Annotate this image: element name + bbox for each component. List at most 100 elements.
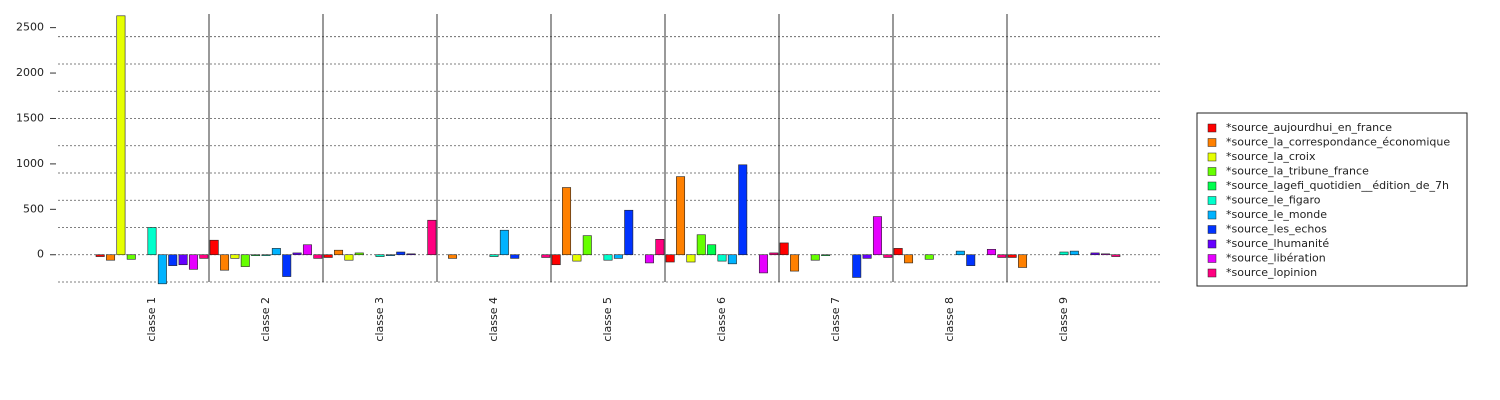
bar [168, 254, 178, 266]
bar [572, 254, 582, 262]
bar [427, 219, 437, 256]
bar [385, 254, 395, 256]
bar [499, 229, 509, 256]
bar [106, 254, 116, 261]
bar [727, 254, 737, 265]
x-tick-label: classe 6 [715, 297, 728, 342]
bar [738, 164, 748, 256]
bar [209, 239, 219, 256]
bar [95, 254, 105, 257]
bar [966, 254, 976, 266]
bar [271, 248, 281, 256]
bar [717, 254, 727, 262]
bar [126, 254, 136, 260]
legend-swatch [1207, 138, 1217, 147]
bar [188, 254, 198, 270]
bar [240, 254, 250, 267]
bar [997, 254, 1007, 258]
bar [686, 254, 696, 263]
bar [157, 254, 167, 285]
x-tick-label: classe 3 [373, 297, 386, 342]
bar [220, 254, 230, 271]
bar [1111, 254, 1121, 257]
bar [551, 254, 561, 266]
bar [354, 252, 364, 256]
bar [282, 254, 292, 277]
bar [821, 254, 831, 256]
bar [199, 254, 209, 259]
bar [230, 254, 240, 259]
bar [292, 252, 302, 256]
bar [613, 254, 623, 259]
bar [707, 244, 717, 256]
y-tick-label: 1500 [16, 111, 44, 124]
legend-swatch [1207, 123, 1217, 133]
legend-label: *source_lhumanité [1226, 237, 1329, 250]
bar [644, 254, 654, 264]
legend-label: *source_libération [1226, 252, 1326, 265]
legend-label: *source_la_correspondance_économique [1226, 136, 1450, 149]
legend-swatch [1207, 210, 1217, 220]
bar [872, 216, 882, 256]
bar [406, 253, 416, 256]
bar [862, 254, 872, 259]
bar [883, 254, 893, 258]
bar [582, 235, 592, 256]
bar [955, 250, 965, 256]
bar [1069, 250, 1079, 256]
bar [665, 254, 675, 263]
x-tick-label: classe 7 [829, 297, 842, 342]
legend-swatch [1207, 181, 1217, 191]
legend-label: *source_le_monde [1226, 208, 1327, 221]
legend-swatch [1207, 152, 1217, 162]
bar [624, 209, 634, 256]
bar [603, 254, 613, 261]
bar [178, 254, 188, 266]
bar [323, 254, 333, 258]
bar [676, 176, 686, 256]
y-tick-label: 2000 [16, 66, 44, 79]
bar [1100, 253, 1110, 256]
bar [334, 249, 344, 256]
legend-box [1196, 112, 1468, 287]
bar [313, 254, 323, 259]
bar [924, 254, 934, 260]
x-tick-label: classe 2 [259, 297, 272, 342]
bar [852, 254, 862, 278]
bar [655, 239, 665, 256]
bar [147, 227, 157, 256]
legend-swatch [1207, 196, 1217, 205]
bar [375, 254, 385, 257]
legend-label: *source_la_tribune_france [1226, 165, 1369, 178]
bar [261, 254, 271, 256]
bar [893, 248, 903, 256]
legend-label: *source_lagefi_quotidien__édition_de_7h [1226, 179, 1449, 192]
legend-swatch [1207, 239, 1217, 249]
bar [1059, 251, 1069, 256]
legend-swatch [1207, 225, 1217, 234]
bar [904, 254, 914, 264]
bar [541, 254, 551, 258]
x-tick-label: classe 5 [601, 297, 614, 342]
bar [489, 254, 499, 257]
legend-label: *source_aujourdhui_en_france [1226, 121, 1392, 134]
bar [810, 254, 820, 261]
x-tick-label: classe 9 [1057, 297, 1070, 342]
bar [302, 244, 312, 256]
legend-label: *source_le_figaro [1226, 194, 1321, 207]
bar [344, 254, 354, 261]
bar [116, 15, 126, 256]
bar [396, 251, 406, 256]
bar [769, 252, 779, 256]
bar [696, 234, 706, 256]
legend-label: *source_la_croix [1226, 150, 1316, 163]
x-tick-label: classe 4 [487, 297, 500, 342]
y-tick-label: 2500 [16, 21, 44, 34]
bar [1090, 252, 1100, 256]
bar [510, 254, 520, 259]
legend-swatch [1207, 254, 1217, 263]
bar [448, 254, 458, 259]
bar [790, 254, 800, 272]
bar [251, 254, 261, 256]
